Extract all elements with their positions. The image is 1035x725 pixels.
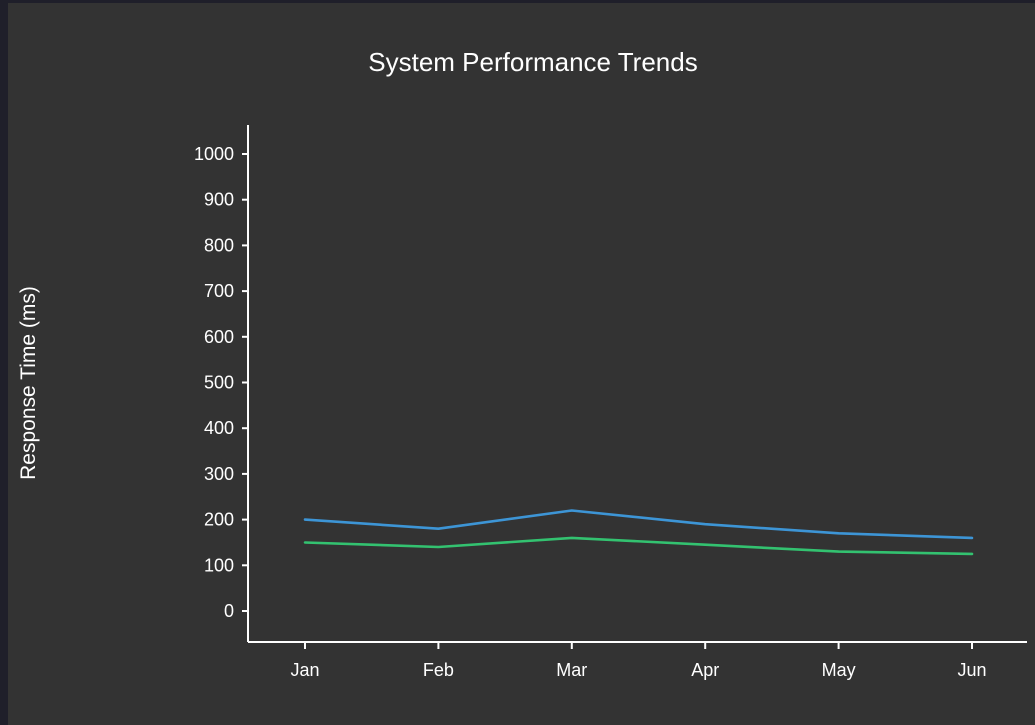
x-tick-label: Mar: [556, 660, 587, 680]
y-tick-label: 200: [204, 510, 234, 530]
x-tick-label: Feb: [423, 660, 454, 680]
x-tick-label: May: [822, 660, 856, 680]
y-tick-label: 700: [204, 281, 234, 301]
y-tick-label: 600: [204, 327, 234, 347]
y-tick-label: 300: [204, 464, 234, 484]
y-tick-label: 0: [224, 601, 234, 621]
y-axis-ticks: 0 100 200 300 400 500 600 700 800 900 1000: [194, 144, 248, 621]
y-tick-label: 500: [204, 373, 234, 393]
series-line-2: [303, 536, 974, 556]
y-tick-label: 900: [204, 190, 234, 210]
y-tick-label: 800: [204, 235, 234, 255]
y-tick-label: 1000: [194, 144, 234, 164]
x-axis-ticks: Jan Feb Mar Apr May Jun: [290, 642, 987, 680]
x-tick-label: Apr: [691, 660, 719, 680]
x-tick-label: Jan: [290, 660, 319, 680]
y-tick-label: 400: [204, 418, 234, 438]
chart-panel: [8, 3, 1035, 725]
series-line-1: [303, 509, 974, 540]
chart-title: System Performance Trends: [368, 47, 697, 77]
x-tick-label: Jun: [957, 660, 986, 680]
y-axis-title: Response Time (ms): [17, 286, 40, 480]
y-tick-label: 100: [204, 555, 234, 575]
series-group: [303, 509, 974, 556]
